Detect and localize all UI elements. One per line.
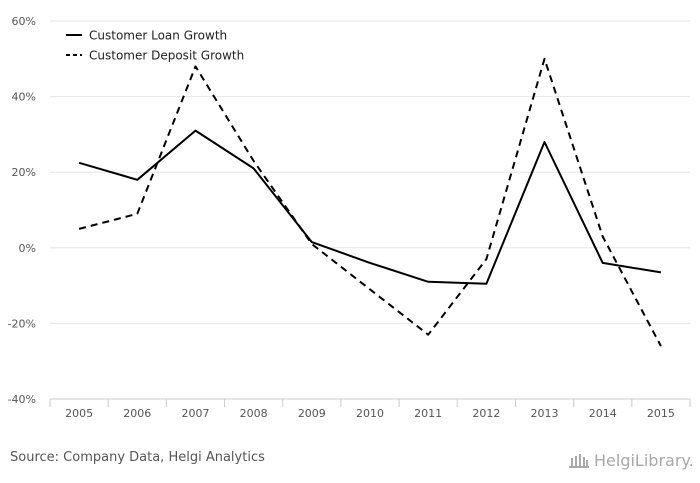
x-tick-label: 2006 [123, 407, 151, 420]
helgi-library-brand: HelgiLibrary. [568, 448, 694, 472]
y-tick-label: 40% [12, 91, 36, 104]
x-tick-label: 2008 [240, 407, 268, 420]
y-tick-label: 0% [19, 242, 36, 255]
x-tick-label: 2005 [65, 407, 93, 420]
legend-label: Customer Deposit Growth [89, 49, 244, 63]
brand-text: HelgiLibrary. [594, 450, 694, 470]
library-building-icon [568, 451, 590, 469]
x-tick-label: 2014 [589, 407, 617, 420]
legend-label: Customer Loan Growth [89, 29, 227, 43]
deposit-growth-line [78, 57, 662, 347]
x-tick-label: 2012 [472, 407, 500, 420]
x-tick-label: 2011 [414, 407, 442, 420]
y-tick-label: -20% [8, 317, 36, 330]
y-tick-label: -40% [8, 393, 36, 406]
loan-growth-line [78, 129, 662, 285]
x-tick-label: 2015 [647, 407, 675, 420]
y-tick-label: 20% [12, 166, 36, 179]
x-tick-label: 2009 [298, 407, 326, 420]
x-tick-label: 2007 [181, 407, 209, 420]
source-note: Source: Company Data, Helgi Analytics [10, 450, 265, 465]
x-tick-label: 2010 [356, 407, 384, 420]
y-tick-label: 60% [12, 15, 36, 28]
x-tick-label: 2013 [531, 407, 559, 420]
